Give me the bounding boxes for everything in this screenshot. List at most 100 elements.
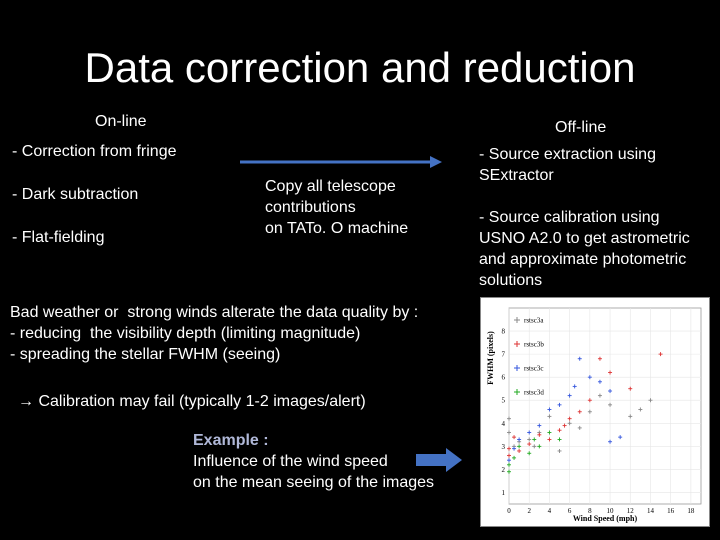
x-tick-label: 4 xyxy=(548,507,552,515)
example-line: Influence of the wind speed xyxy=(193,453,388,470)
legend-entry: rstsc3c xyxy=(514,365,543,373)
x-tick-label: 8 xyxy=(588,507,592,515)
x-tick-label: 6 xyxy=(568,507,572,515)
online-item-fringe: - Correction from fringe xyxy=(12,143,177,160)
data-point xyxy=(547,437,552,442)
data-point xyxy=(547,430,552,435)
x-tick-label: 16 xyxy=(667,507,675,515)
right-arrow-icon xyxy=(240,156,442,168)
y-axis-label: FWHM (pixels) xyxy=(486,331,495,385)
copy-block: Copy all telescope contributions on TATo… xyxy=(265,176,408,239)
example-heading: Example : xyxy=(193,432,269,449)
data-point xyxy=(608,370,613,375)
x-tick-label: 0 xyxy=(507,507,511,515)
data-point xyxy=(532,437,537,442)
data-point xyxy=(658,352,663,357)
data-point xyxy=(527,430,532,435)
data-point xyxy=(517,437,522,442)
example-arrow-icon xyxy=(416,448,462,472)
data-point xyxy=(567,421,572,426)
data-point xyxy=(517,448,522,453)
weather-line: Bad weather or strong winds alterate the… xyxy=(10,304,419,321)
data-point xyxy=(608,389,613,394)
y-tick-label: 4 xyxy=(502,420,506,428)
data-point xyxy=(587,375,592,380)
offline-line: USNO A2.0 to get astrometric xyxy=(479,230,690,247)
legend-entry: rstsc3d xyxy=(514,389,544,397)
calibration-note: → Calibration may fail (typically 1-2 im… xyxy=(18,393,366,410)
data-point xyxy=(597,356,602,361)
y-tick-label: 2 xyxy=(502,466,506,474)
data-point xyxy=(597,379,602,384)
data-point xyxy=(557,437,562,442)
data-point xyxy=(638,407,643,412)
x-tick-label: 2 xyxy=(527,507,531,515)
data-point xyxy=(532,444,537,449)
data-point xyxy=(608,439,613,444)
legend-entry: rstsc3a xyxy=(514,317,544,325)
data-point xyxy=(597,393,602,398)
data-point xyxy=(547,407,552,412)
data-point xyxy=(628,386,633,391)
y-tick-label: 6 xyxy=(502,374,506,382)
data-point xyxy=(537,423,542,428)
data-point xyxy=(562,423,567,428)
data-point xyxy=(517,444,522,449)
data-point xyxy=(527,451,532,456)
data-point xyxy=(507,446,511,451)
data-point xyxy=(557,428,562,433)
x-tick-label: 10 xyxy=(607,507,615,515)
data-point xyxy=(572,384,577,389)
y-tick-label: 1 xyxy=(502,489,506,497)
offline-line: and approximate photometric xyxy=(479,251,687,268)
data-point xyxy=(628,414,633,419)
data-point xyxy=(527,437,532,442)
data-point xyxy=(618,435,623,440)
legend-label: rstsc3c xyxy=(524,365,543,373)
data-point xyxy=(507,462,511,467)
online-item-dark: - Dark subtraction xyxy=(12,186,139,203)
x-tick-label: 12 xyxy=(627,507,635,515)
weather-line: - spreading the stellar FWHM (seeing) xyxy=(10,346,281,363)
offline-line: - Source extraction using xyxy=(479,146,656,163)
x-axis-label: Wind Speed (mph) xyxy=(573,514,638,523)
data-point xyxy=(512,435,517,440)
slide-title: Data correction and reduction xyxy=(84,44,636,91)
data-point xyxy=(577,409,582,414)
x-tick-label: 14 xyxy=(647,507,655,515)
data-point xyxy=(507,458,511,463)
y-tick-label: 8 xyxy=(502,328,506,336)
plot-frame xyxy=(508,307,702,505)
data-point xyxy=(512,455,517,460)
offline-heading: Off-line xyxy=(555,119,607,136)
online-heading: On-line xyxy=(95,113,147,130)
offline-line: SExtractor xyxy=(479,167,554,184)
offline-item-calibration: - Source calibration using USNO A2.0 to … xyxy=(479,207,690,291)
offline-line: - Source calibration using xyxy=(479,209,660,226)
weather-line: - reducing the visibility depth (limitin… xyxy=(10,325,361,342)
data-point xyxy=(608,402,613,407)
data-point xyxy=(512,446,517,451)
legend-label: rstsc3b xyxy=(524,341,544,349)
y-tick-label: 5 xyxy=(502,397,506,405)
data-point xyxy=(507,416,511,421)
x-tick-label: 18 xyxy=(687,507,695,515)
data-point xyxy=(577,425,582,430)
data-point xyxy=(587,398,592,403)
example-block: Example : Influence of the wind speed on… xyxy=(193,430,434,493)
y-tick-label: 7 xyxy=(502,351,506,359)
data-point xyxy=(537,432,542,437)
data-point xyxy=(577,356,582,361)
weather-block: Bad weather or strong winds alterate the… xyxy=(10,302,418,365)
data-point xyxy=(507,453,511,458)
legend-label: rstsc3d xyxy=(524,389,544,397)
data-point xyxy=(537,444,542,449)
copy-line: contributions xyxy=(265,199,356,216)
data-point xyxy=(648,398,653,403)
copy-line: on TATo. O machine xyxy=(265,220,409,237)
data-point xyxy=(567,416,572,421)
legend-entry: rstsc3b xyxy=(514,341,544,349)
offline-item-extraction: - Source extraction using SExtractor xyxy=(479,144,656,186)
online-item-flat: - Flat-fielding xyxy=(12,229,105,246)
